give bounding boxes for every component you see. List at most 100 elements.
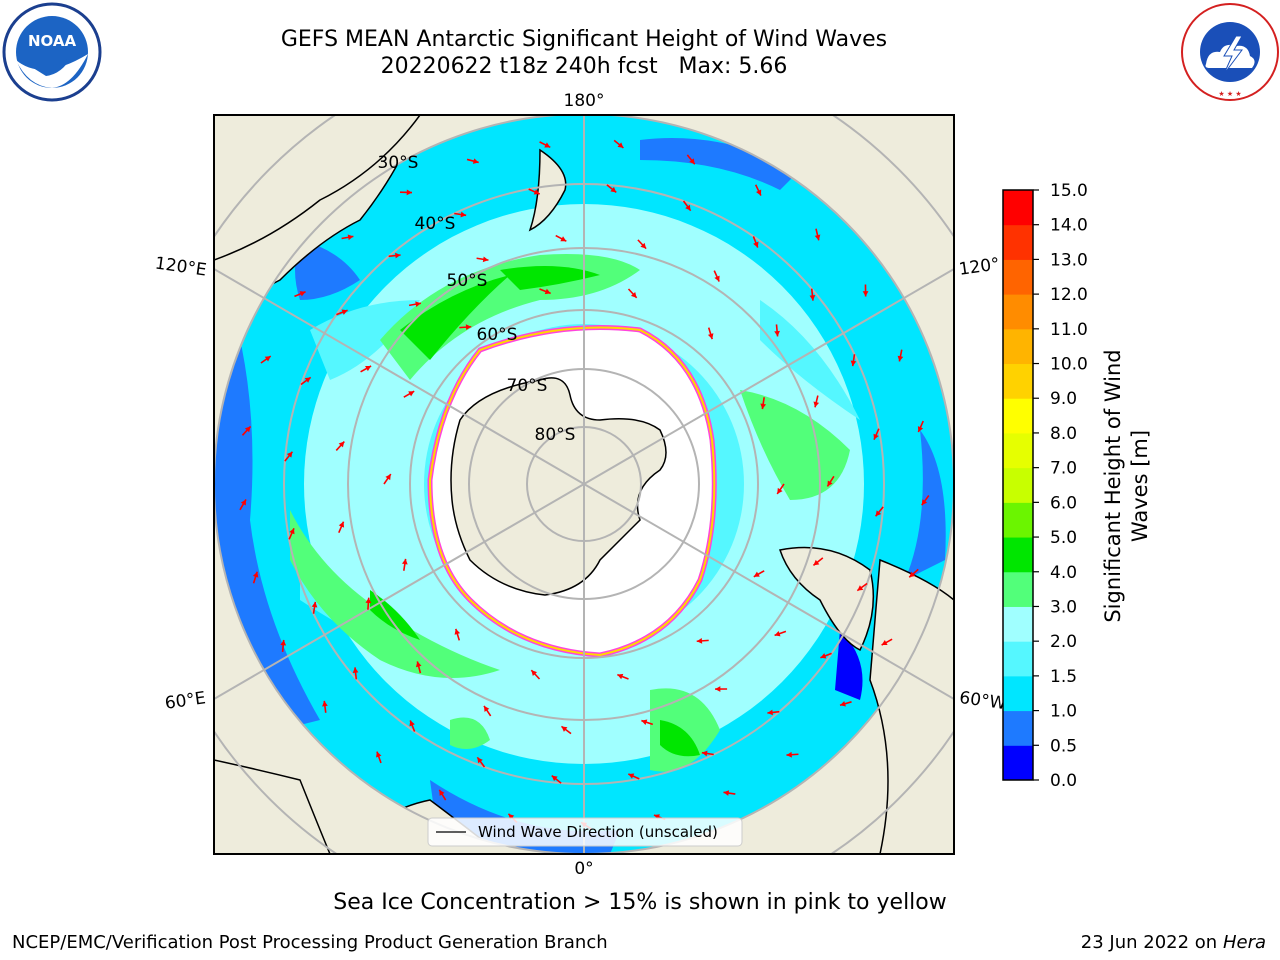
- wave-direction-arrowhead: [544, 288, 551, 295]
- colorbar-segment: [1003, 675, 1033, 712]
- new-zealand: [528, 148, 567, 232]
- colorbar-tick-label: 4.0: [1050, 563, 1077, 583]
- colorbar-tick-label: 6.0: [1050, 493, 1077, 513]
- wave-direction-arrowhead: [561, 726, 568, 732]
- wave-direction-arrowhead: [610, 186, 617, 193]
- wave-direction-arrowhead: [814, 234, 821, 241]
- wave-direction-arrowhead: [696, 637, 703, 644]
- wave-direction-arrowhead: [820, 653, 827, 659]
- wave-direction-arrowhead: [786, 751, 792, 758]
- wave-direction-arrowhead: [365, 366, 372, 372]
- colorbar-label-text: Significant Height of Wind Waves [m]: [1101, 349, 1152, 623]
- colorbar-tick-label: 10.0: [1050, 355, 1088, 375]
- wave-direction-arrowhead: [551, 775, 558, 782]
- legend-label: Wind Wave Direction (unscaled): [478, 823, 718, 841]
- nws-logo-icon: ★ ★ ★: [1181, 3, 1279, 101]
- wave-direction-arrowhead: [921, 499, 928, 506]
- wave-direction-arrowhead: [472, 158, 479, 164]
- wave-direction-arrowhead: [454, 628, 461, 635]
- footer-system: Hera: [1222, 932, 1266, 953]
- wave-direction-arrowhead: [341, 309, 348, 315]
- wave-direction-arrowhead: [689, 158, 695, 165]
- wave-direction-arrowhead: [415, 661, 422, 668]
- wave-direction-arrowhead: [875, 510, 882, 517]
- wave-direction-arrowhead: [311, 601, 318, 608]
- wave-direction-arrowhead: [376, 751, 382, 758]
- lon-label-upper-right: 120°: [958, 254, 1001, 280]
- wave-direction-arrowhead: [338, 521, 345, 528]
- colorbar-segment: [1003, 606, 1033, 642]
- colorbar-segment: [1003, 502, 1033, 538]
- wave-direction-arrowhead: [774, 630, 781, 637]
- wave-direction-arrowhead: [252, 571, 259, 578]
- wave-direction-arrowhead: [483, 705, 490, 712]
- wave-direction-arrowhead: [280, 639, 287, 646]
- wave-direction-arrowhead: [338, 441, 345, 448]
- wave-direction-arrowhead: [873, 433, 879, 440]
- wave-direction-arrowhead: [753, 571, 760, 577]
- wave-direction-arrowhead: [653, 814, 660, 820]
- lon-label-top: 180°: [564, 91, 605, 111]
- colorbar-segment: [1003, 294, 1033, 330]
- lon-label-lower-right: 60°W: [958, 688, 1007, 714]
- colorbar-tick-label: 8.0: [1050, 424, 1077, 444]
- wave-direction-arrowhead: [813, 401, 820, 408]
- lat-label-60s: 60°S: [477, 325, 518, 345]
- colorbar-tick-label: 13.0: [1050, 250, 1088, 270]
- colorbar-tick-label: 14.0: [1050, 216, 1088, 236]
- wave-direction-arrowhead: [881, 639, 888, 646]
- colorbar-segment: [1003, 363, 1033, 399]
- wave-direction-arrowhead: [531, 670, 538, 676]
- wave-direction-arrowhead: [701, 750, 708, 757]
- svg-text:★ ★ ★: ★ ★ ★: [1218, 90, 1241, 98]
- wave-direction-arrowhead: [460, 211, 467, 218]
- wave-direction-arrowhead: [406, 189, 413, 196]
- wave-direction-arrowhead: [714, 275, 720, 282]
- lat-label-50s: 50°S: [447, 271, 488, 291]
- colorbar-tick-label: 0.5: [1050, 736, 1077, 756]
- colorbar-segment: [1003, 328, 1033, 365]
- wave-direction-arrowhead: [352, 667, 359, 673]
- colorbar-segment: [1003, 571, 1033, 607]
- colorbar-frame: [1002, 189, 1034, 781]
- title-line-2: 20220622 t18z 240h fcst Max: 5.66: [380, 54, 788, 79]
- colorbar-tick-label: 5.0: [1050, 528, 1077, 548]
- colorbar-segment: [1003, 710, 1033, 746]
- colorbar-tick-label: 9.0: [1050, 389, 1077, 409]
- wave-direction-arrowhead: [809, 295, 816, 301]
- wave-direction-arrowhead: [909, 571, 916, 578]
- wave-direction-arrowhead: [560, 236, 567, 242]
- wave-direction-arrowhead: [465, 324, 472, 331]
- colorbar: 0.0 0.5 1.0 1.5 2.0 3.0 4.0 5.0 6.0 7.0 8.0 9.0 10.0…: [1002, 181, 1088, 791]
- colorbar-segment: [1003, 467, 1033, 503]
- sea-ice-note: Sea Ice Concentration > 15% is shown in …: [333, 890, 947, 915]
- wave-direction-arrowhead: [641, 719, 648, 725]
- colorbar-segment: [1003, 745, 1033, 781]
- colorbar-tick-label: 15.0: [1050, 181, 1088, 201]
- wave-direction-arrowhead: [244, 426, 251, 433]
- wave-direction-arrowhead: [365, 597, 372, 604]
- wave-direction-arrowhead: [897, 355, 904, 362]
- colorbar-segment: [1003, 259, 1033, 295]
- colorbar-segment: [1003, 398, 1033, 434]
- wave-direction-arrowhead: [395, 252, 401, 259]
- wave-direction-arrowhead: [240, 499, 246, 506]
- wave-direction-arrowhead: [409, 720, 415, 727]
- wave-direction-arrowhead: [857, 585, 864, 591]
- wave-direction-arrowhead: [774, 330, 780, 337]
- wave-direction-arrowhead: [544, 142, 551, 148]
- wave-direction-arrowhead: [385, 474, 391, 481]
- colorbar-segment: [1003, 641, 1033, 677]
- wave-direction-arrowhead: [767, 709, 773, 716]
- lon-label-upper-left: 120°E: [154, 254, 208, 281]
- colorbar-tick-label: 2.0: [1050, 632, 1077, 652]
- wave-direction-arrowhead: [322, 700, 328, 707]
- wave-direction-arrowhead: [777, 487, 783, 494]
- colorbar-segment: [1003, 224, 1033, 260]
- wave-direction-arrowhead: [917, 426, 924, 433]
- footer-credit: NCEP/EMC/Verification Post Processing Pr…: [12, 932, 608, 953]
- wave-direction-arrowhead: [840, 700, 846, 707]
- svg-text:NOAA: NOAA: [28, 32, 77, 50]
- wave-direction-arrowhead: [760, 403, 767, 410]
